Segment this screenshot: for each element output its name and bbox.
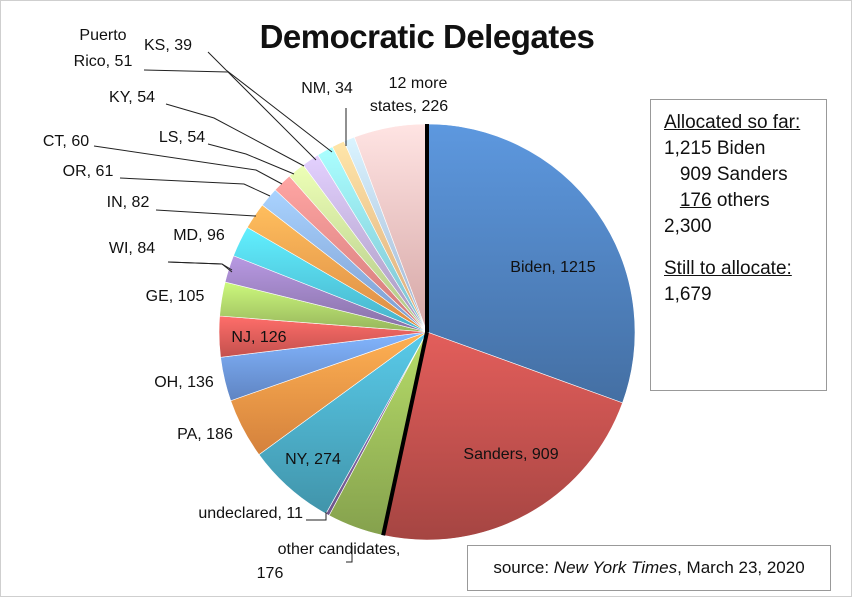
slice-label-nj-126: NJ, 126 — [231, 329, 286, 346]
slice-label-md-96: MD, 96 — [173, 227, 225, 244]
leader-line-or-61 — [119, 177, 271, 197]
slice-label-pa-186: PA, 186 — [177, 426, 233, 443]
slice-label-ge-105: GE, 105 — [146, 288, 205, 305]
slice-label-other-candidates-176: other candidates, 176 — [257, 541, 401, 582]
others-suffix: others — [711, 190, 770, 211]
source-note: source: New York Times, March 23, 2020 — [467, 545, 831, 591]
slice-label-or-61: OR, 61 — [63, 163, 114, 180]
slice-biden-1215 — [426, 123, 636, 404]
slice-label-ct-60: CT, 60 — [43, 133, 89, 150]
leader-line-undeclared-11 — [306, 512, 327, 521]
still-value: 1,679 — [664, 284, 712, 305]
slice-label-nm-34: NM, 34 — [301, 80, 353, 97]
slice-label-ky-54: KY, 54 — [109, 89, 155, 106]
slice-label-puerto-rico-51: Puerto Rico, 51 — [74, 27, 133, 70]
leader-line-in-82 — [155, 209, 257, 217]
leader-line-ls-54 — [207, 143, 295, 175]
slice-label-wi-84: WI, 84 — [109, 240, 155, 257]
slice-label-biden-1215: Biden, 1215 — [510, 259, 596, 276]
slice-sanders-909 — [382, 331, 623, 541]
slice-label-ls-54: LS, 54 — [159, 129, 205, 146]
chart-title: Democratic Delegates — [259, 18, 595, 55]
slice-label-in-82: IN, 82 — [107, 194, 150, 211]
source-publication: New York Times — [553, 558, 678, 577]
slice-label-12-more-states-226: 12 more states, 226 — [370, 75, 448, 115]
leader-line-md-96 — [167, 261, 233, 271]
allocation-summary-box: Allocated so far: 1,215 Biden 909 Sander… — [650, 99, 827, 391]
biden-count: 1,215 Biden — [664, 138, 766, 159]
allocated-heading: Allocated so far: — [664, 112, 801, 133]
still-heading: Still to allocate: — [664, 258, 792, 279]
leader-line-ct-60 — [93, 145, 283, 185]
slice-label-sanders-909: Sanders, 909 — [463, 446, 558, 463]
slice-label-ny-274: NY, 274 — [285, 451, 341, 468]
allocated-total: 2,300 — [664, 216, 712, 237]
slice-label-undeclared-11: undeclared, 11 — [198, 505, 303, 522]
slice-label-oh-136: OH, 136 — [154, 374, 214, 391]
leader-line-ky-54 — [165, 103, 305, 167]
others-number: 176 — [679, 190, 712, 211]
leader-line-puerto-rico-51 — [143, 69, 317, 161]
source-prefix: source: — [493, 558, 554, 577]
others-count: 176 others — [664, 188, 826, 214]
leader-line-ks-39 — [207, 51, 333, 153]
others-indent — [664, 190, 680, 211]
slice-label-ks-39: KS, 39 — [144, 37, 192, 54]
source-suffix: , March 23, 2020 — [677, 558, 805, 577]
sanders-count: 909 Sanders — [664, 164, 788, 185]
leader-line-other-candidates-176 — [346, 546, 353, 563]
divider-line-bottom — [381, 331, 429, 536]
